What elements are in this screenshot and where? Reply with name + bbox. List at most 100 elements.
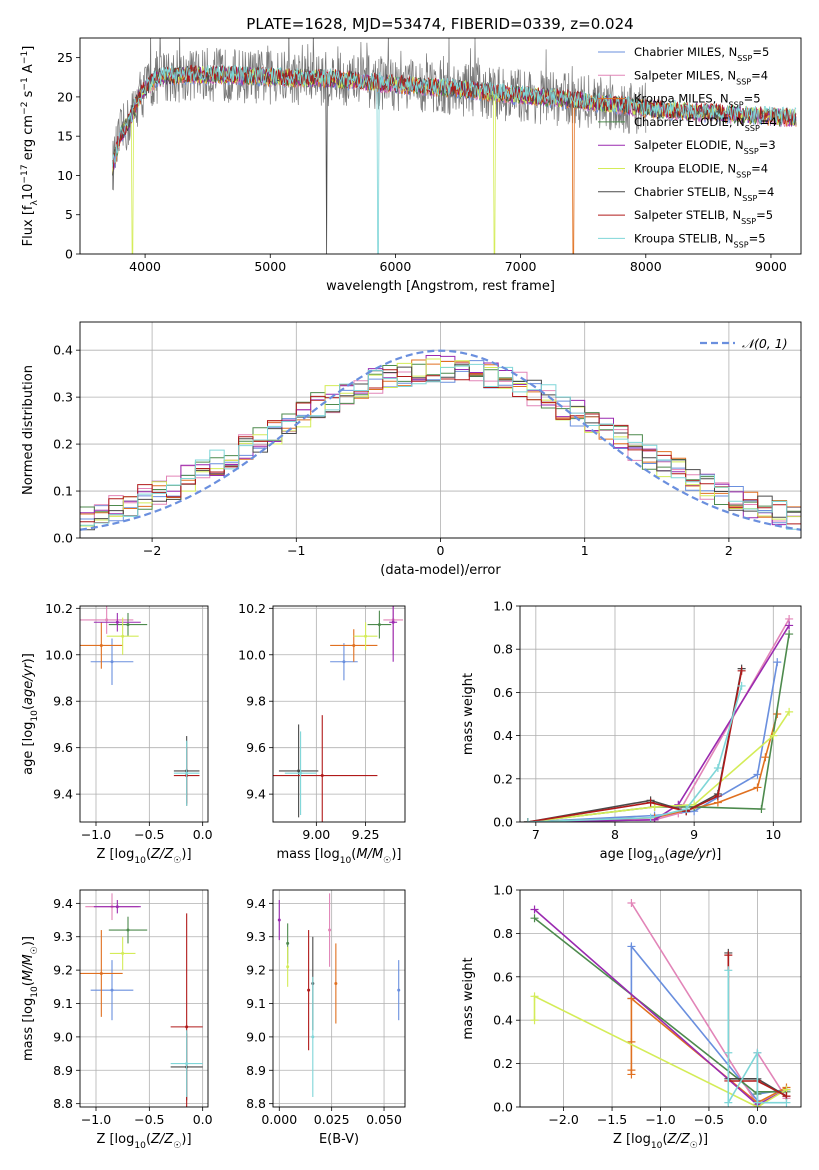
legend: Chabrier MILES, NSSP=5 Salpeter MILES, NS…: [598, 45, 777, 249]
point-salpeter-elodie: [115, 620, 119, 624]
marker-kroupa-stelib: [646, 813, 655, 822]
marker-chabrier-elodie: [530, 914, 539, 923]
y-tick-label: 9.4: [246, 787, 266, 802]
point-kroupa-stelib: [185, 1062, 189, 1066]
x-tick-label: 0: [437, 543, 445, 558]
x-tick-label: −1.0: [81, 1112, 111, 1127]
plot-area: [277, 893, 401, 1097]
x-tick-label: 7000: [505, 259, 537, 274]
y-axis-label: mass weight: [461, 957, 476, 1039]
marker-salpeter-elodie: [785, 621, 794, 630]
legend-label-normal: 𝒩(0, 1): [742, 336, 788, 351]
x-tick-label: −0.5: [134, 827, 164, 842]
y-tick-label: 9.4: [53, 787, 73, 802]
axes-frame: [79, 605, 209, 823]
x-tick-label: 1: [581, 543, 589, 558]
point-salpeter-elodie: [277, 918, 281, 922]
x-tick-label: 8000: [630, 259, 662, 274]
point-kroupa-stelib: [299, 771, 303, 775]
y-tick-label: 25: [57, 50, 73, 65]
x-tick-label: 7: [532, 827, 540, 842]
legend-label-kroupa-miles: Kroupa MILES, NSSP=5: [634, 92, 761, 110]
grid: [80, 606, 208, 822]
x-axis-label: (data-model)/error: [380, 563, 501, 578]
x-axis-label: E(B-V): [319, 1132, 359, 1147]
plot-area: [523, 614, 794, 822]
y-tick-label: 0.2: [53, 437, 73, 452]
plot-area: [80, 893, 203, 1107]
y-tick-label: 9.8: [53, 694, 73, 709]
point-chabrier-miles: [342, 660, 346, 664]
marker-kroupa-miles: [761, 753, 770, 762]
x-tick-label: 2: [725, 543, 733, 558]
plot-area: [112, 38, 797, 254]
x-tick-label: 0.025: [314, 1112, 350, 1127]
point-salpeter-miles: [328, 928, 332, 932]
x-tick-label: 0.0: [193, 1112, 213, 1127]
point-chabrier-miles: [110, 988, 114, 992]
y-tick-label: 0.0: [53, 531, 73, 546]
marker-kroupa-stelib: [724, 1048, 733, 1057]
x-tick-label: 9: [690, 827, 698, 842]
y-tick-label: 0.2: [493, 1056, 513, 1071]
x-tick-label: −2.0: [548, 1112, 578, 1127]
point-chabrier-elodie: [126, 623, 130, 627]
marker-kroupa-stelib: [753, 1098, 762, 1107]
marker-kroupa-stelib: [682, 805, 691, 814]
marker-salpeter-stelib: [737, 666, 746, 675]
y-tick-label: 0.6: [493, 685, 513, 700]
axes-frame: [519, 605, 802, 823]
y-tick-label: 10.0: [238, 647, 266, 662]
x-tick-label: 10: [765, 827, 781, 842]
x-tick-label: −1.0: [81, 827, 111, 842]
marker-kroupa-stelib: [713, 764, 722, 772]
y-tick-label: 9.1: [53, 996, 73, 1011]
marker-kroupa-elodie: [530, 1016, 539, 1025]
x-axis-label: mass [log10(M/M☉)]: [277, 847, 402, 866]
point-kroupa-miles: [352, 643, 356, 647]
marker-kroupa-elodie: [530, 992, 539, 1001]
x-tick-label: 8: [611, 827, 619, 842]
y-tick-label: 9.6: [53, 740, 73, 755]
marker-kroupa-stelib: [782, 1098, 791, 1107]
x-axis-label: age [log10(age/yr)]: [600, 847, 722, 866]
x-tick-label: 9.00: [302, 827, 330, 842]
panel-age-vs-mass: 9.00 9.25 9.4 9.6 9.8 10.0 10.2 mass [log10(M/M…: [238, 601, 406, 866]
point-chabrier-elodie: [126, 928, 130, 932]
panel-age-vs-Z: −1.0 −0.5 0.0 9.4 9.6 9.8 10.0 10.2 Z [log10(Z/Z…: [21, 601, 213, 866]
y-tick-label: 0.4: [493, 1013, 513, 1028]
x-tick-label: −0.5: [134, 1112, 164, 1127]
y-tick-label: 0.4: [493, 728, 513, 743]
y-tick-label: 9.0: [246, 1029, 266, 1044]
y-tick-label: 20: [57, 89, 73, 104]
point-kroupa-miles: [334, 981, 338, 985]
y-tick-label: 0.8: [493, 926, 513, 941]
y-tick-label: 15: [57, 129, 73, 144]
point-salpeter-stelib: [185, 1025, 189, 1029]
plot-area: [80, 606, 200, 806]
panel-spectrum: 4000 5000 6000 7000 8000 9000 0 5 10 15 20 25 wavele…: [20, 37, 802, 294]
y-tick-label: 9.8: [246, 694, 266, 709]
point-chabrier-stelib: [297, 769, 301, 773]
x-tick-label: 0.0: [747, 1112, 767, 1127]
y-tick-label: 0.3: [53, 390, 73, 405]
point-kroupa-stelib: [311, 1035, 315, 1039]
series-line-kroupa-elodie: [533, 995, 787, 1107]
y-tick-label: 9.6: [246, 740, 266, 755]
y-tick-label: 8.8: [246, 1096, 266, 1111]
y-tick-label: 9.4: [246, 896, 266, 911]
axes-frame: [79, 889, 209, 1108]
point-kroupa-miles: [99, 971, 103, 975]
x-axis-label: Z [log10(Z/Z☉)]: [613, 1132, 708, 1151]
x-tick-label: −1: [287, 543, 305, 558]
axes-frame: [272, 889, 406, 1108]
marker-salpeter-elodie: [530, 905, 539, 914]
legend-label-salpeter-stelib: Salpeter STELIB, NSSP=5: [634, 208, 773, 226]
marker-salpeter-stelib: [724, 951, 733, 960]
marker-salpeter-miles: [627, 899, 636, 908]
marker-kroupa-stelib: [753, 1048, 762, 1057]
y-tick-label: 10.2: [45, 601, 73, 616]
marker-kroupa-stelib: [724, 1098, 733, 1107]
y-tick-label: 9.1: [246, 996, 266, 1011]
